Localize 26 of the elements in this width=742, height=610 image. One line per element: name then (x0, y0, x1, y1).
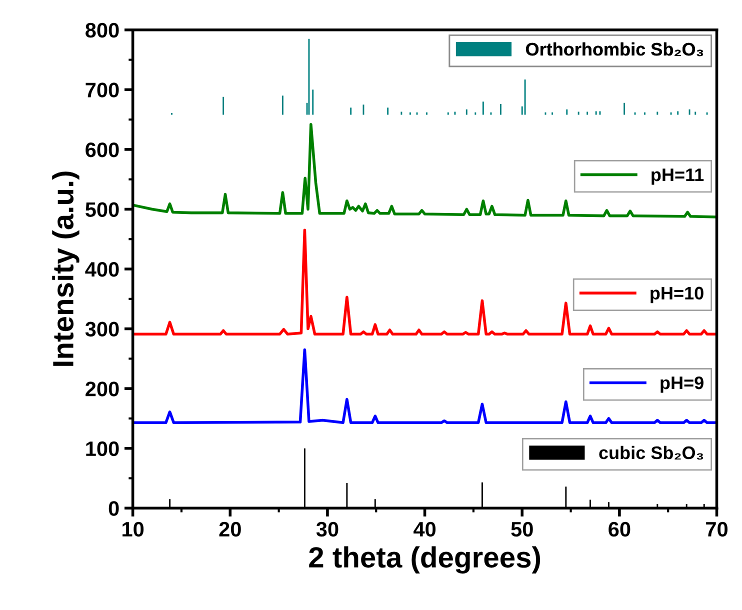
x-tick-label: 60 (608, 522, 630, 537)
y-tick-label: 200 (86, 382, 119, 396)
y-tick-label: 400 (85, 262, 119, 277)
line-series (132, 122, 717, 218)
line-series (132, 228, 717, 336)
legend-label: Orthorhombic Sb₂O₃ (526, 42, 704, 56)
x-tick-label: 10 (122, 522, 144, 537)
line-series (132, 348, 717, 424)
x-tick-label: 70 (706, 522, 728, 537)
legend-label: pH=9 (660, 376, 704, 393)
legend-label: pH=11 (652, 168, 704, 185)
y-tick-label: 500 (86, 202, 119, 217)
y-tick-label: 600 (86, 142, 119, 158)
x-axis-title: 2 theta (degrees) (309, 546, 540, 574)
legend-label: cubic Sb₂O₃ (599, 446, 704, 460)
y-tick-label: 100 (86, 441, 119, 456)
y-tick-label: 0 (108, 501, 119, 516)
x-tick-label: 30 (316, 522, 338, 537)
y-tick-label: 800 (86, 22, 119, 38)
y-axis-title: Intensity (a.u.) (52, 172, 80, 366)
legend-label: pH=10 (650, 286, 704, 304)
x-tick-label: 50 (511, 522, 533, 537)
x-tick-label: 20 (219, 522, 241, 537)
y-tick-label: 300 (85, 322, 119, 337)
x-tick-label: 40 (414, 522, 436, 537)
y-tick-label: 700 (86, 82, 119, 98)
